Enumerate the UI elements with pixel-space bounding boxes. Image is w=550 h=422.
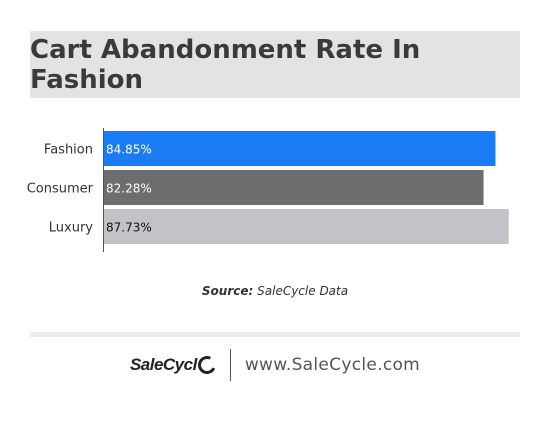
category-label-fashion: Fashion xyxy=(44,143,93,158)
chart-title: Cart Abandonment Rate In Fashion xyxy=(30,34,421,95)
bar-consumer xyxy=(103,170,484,205)
data-label-consumer: 82.28% xyxy=(106,182,152,196)
title-box: Cart Abandonment Rate In Fashion xyxy=(30,31,520,98)
website-link[interactable]: www.SaleCycle.com xyxy=(244,355,421,375)
salecycle-logo[interactable]: SaleCycl xyxy=(129,353,219,377)
logo-text: SaleCycl xyxy=(129,355,197,374)
source-text: SaleCycle Data xyxy=(257,284,349,298)
footer-separator xyxy=(229,349,231,381)
source-prefix: Source: xyxy=(201,284,254,298)
footer: SaleCycl www.SaleCycle.com xyxy=(0,347,550,383)
data-label-luxury: 87.73% xyxy=(106,221,152,235)
logo-ring-icon xyxy=(195,353,219,377)
category-label-luxury: Luxury xyxy=(49,221,94,236)
data-label-fashion: 84.85% xyxy=(106,143,152,157)
source-note: Source: SaleCycle Data xyxy=(0,284,550,298)
footer-divider xyxy=(30,332,520,337)
category-label-consumer: Consumer xyxy=(27,182,94,197)
bar-luxury xyxy=(103,209,509,244)
bar-fashion xyxy=(103,131,496,166)
bar-chart: Fashion 84.85% Consumer 82.28% Luxury 87.73% xyxy=(27,128,509,252)
